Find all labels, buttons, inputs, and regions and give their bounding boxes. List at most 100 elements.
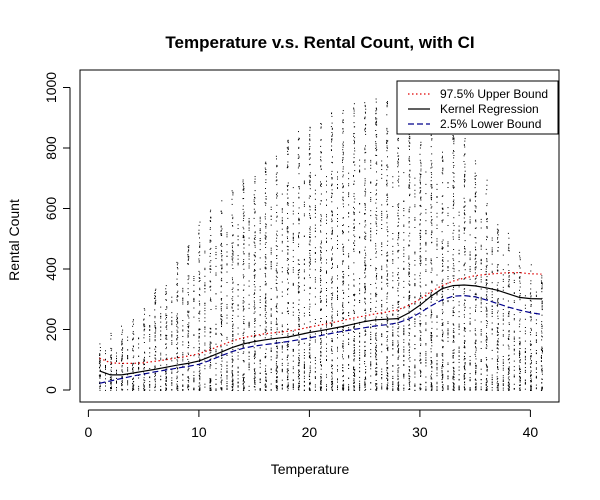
scatter-point	[176, 300, 178, 302]
scatter-point	[121, 377, 123, 379]
scatter-point	[220, 253, 222, 255]
scatter-point	[397, 242, 399, 244]
scatter-point	[226, 236, 228, 238]
scatter-point	[226, 368, 228, 370]
scatter-point	[253, 378, 255, 380]
scatter-point	[354, 375, 356, 377]
scatter-point	[182, 325, 184, 327]
scatter-point	[375, 146, 377, 148]
scatter-point	[204, 275, 206, 277]
scatter-point	[122, 363, 123, 364]
scatter-point	[343, 292, 345, 294]
scatter-point	[414, 284, 416, 286]
scatter-point	[420, 313, 422, 315]
scatter-point	[298, 362, 299, 364]
scatter-point	[353, 305, 355, 307]
scatter-point	[309, 265, 310, 267]
scatter-point	[387, 356, 388, 358]
scatter-point	[292, 379, 294, 381]
scatter-point	[221, 357, 223, 359]
scatter-point	[331, 297, 333, 298]
scatter-point	[215, 274, 217, 276]
scatter-point	[220, 264, 222, 266]
scatter-point	[331, 258, 332, 260]
scatter-point	[188, 381, 190, 383]
scatter-point	[121, 342, 123, 344]
scatter-point	[463, 264, 465, 266]
scatter-point	[166, 306, 168, 308]
scatter-point	[342, 261, 344, 263]
scatter-point	[364, 384, 366, 386]
scatter-point	[254, 330, 255, 332]
scatter-point	[425, 264, 427, 266]
scatter-point	[342, 340, 344, 342]
scatter-point	[431, 232, 433, 234]
scatter-point	[425, 284, 427, 286]
scatter-point	[232, 268, 234, 269]
scatter-point	[298, 299, 300, 301]
scatter-point	[198, 320, 200, 322]
scatter-point	[320, 166, 322, 168]
scatter-point	[314, 189, 316, 191]
scatter-point	[431, 280, 433, 282]
scatter-point	[392, 329, 394, 331]
scatter-point	[353, 220, 355, 221]
scatter-point	[403, 375, 405, 376]
scatter-point	[397, 334, 399, 336]
scatter-point	[264, 171, 266, 173]
scatter-point	[144, 364, 145, 365]
scatter-point	[420, 339, 422, 341]
scatter-point	[386, 356, 388, 358]
scatter-point	[458, 286, 460, 288]
scatter-point	[342, 389, 344, 391]
scatter-point	[226, 295, 228, 297]
scatter-point	[193, 299, 195, 301]
scatter-point	[133, 323, 134, 325]
scatter-point	[408, 291, 410, 293]
scatter-point	[110, 371, 112, 372]
scatter-point	[392, 348, 394, 350]
scatter-point	[331, 211, 333, 213]
scatter-point	[331, 185, 332, 187]
scatter-point	[398, 386, 399, 387]
scatter-point	[353, 326, 355, 328]
scatter-point	[276, 230, 278, 232]
scatter-point	[171, 372, 173, 374]
scatter-point	[309, 354, 311, 356]
scatter-point	[243, 275, 245, 277]
scatter-point	[331, 287, 333, 289]
scatter-point	[254, 225, 256, 227]
scatter-point	[187, 301, 189, 303]
scatter-point	[342, 200, 344, 202]
scatter-point	[397, 377, 399, 379]
scatter-point	[193, 290, 195, 292]
scatter-point	[276, 366, 278, 368]
scatter-point	[431, 336, 433, 338]
scatter-point	[342, 376, 344, 378]
scatter-point	[187, 386, 189, 388]
scatter-point	[231, 352, 233, 354]
scatter-point	[431, 224, 433, 226]
scatter-point	[403, 333, 405, 335]
scatter-point	[127, 336, 129, 338]
chart-title: Temperature v.s. Rental Count, with CI	[165, 33, 474, 52]
scatter-point	[392, 280, 394, 282]
scatter-point	[409, 182, 411, 184]
scatter-point	[176, 338, 178, 340]
scatter-point	[458, 361, 460, 363]
scatter-point	[464, 278, 466, 280]
scatter-point	[381, 267, 383, 269]
scatter-point	[209, 344, 211, 346]
scatter-point	[276, 377, 277, 379]
scatter-point	[209, 239, 211, 241]
scatter-point	[198, 337, 200, 339]
scatter-point	[353, 312, 355, 314]
scatter-point	[409, 295, 411, 297]
scatter-point	[326, 376, 327, 378]
scatter-point	[286, 227, 288, 229]
scatter-point	[359, 359, 361, 361]
scatter-point	[275, 220, 277, 222]
scatter-point	[221, 260, 223, 262]
scatter-point	[270, 268, 272, 270]
scatter-point	[375, 122, 377, 124]
